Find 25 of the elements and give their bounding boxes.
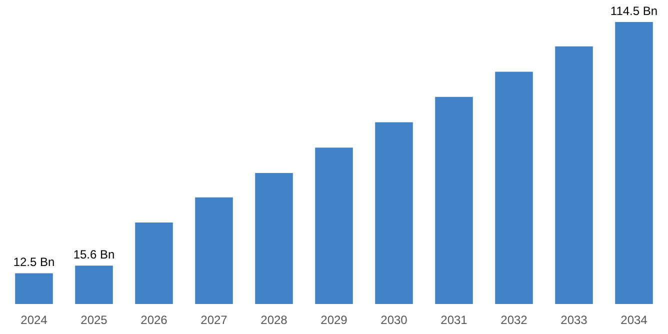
x-tick-label: 2027: [200, 313, 228, 327]
x-tick-label: 2032: [500, 313, 528, 327]
x-tick-label: 2030: [380, 313, 408, 327]
x-tick-label: 2029: [320, 313, 348, 327]
data-label: 114.5 Bn: [610, 4, 658, 18]
x-tick-label: 2025: [80, 313, 108, 327]
x-tick-label: 2033: [560, 313, 588, 327]
bar: [255, 172, 293, 304]
bar: [195, 197, 233, 304]
x-tick-label: 2026: [140, 313, 168, 327]
bar: [555, 46, 593, 304]
data-label: 15.6 Bn: [73, 248, 115, 262]
x-tick-label: 2028: [260, 313, 288, 327]
bar: [15, 273, 53, 304]
bar: [435, 96, 473, 304]
bar: [375, 122, 413, 304]
bar: [75, 266, 113, 304]
bar: [135, 222, 173, 304]
bar: [315, 148, 353, 304]
bar: [615, 22, 653, 304]
data-label: 12.5 Bn: [13, 255, 55, 270]
x-tick-label: 2034: [620, 313, 648, 327]
bar: [495, 72, 533, 304]
x-tick-label: 2031: [440, 313, 468, 327]
x-tick-label: 2024: [20, 313, 48, 327]
